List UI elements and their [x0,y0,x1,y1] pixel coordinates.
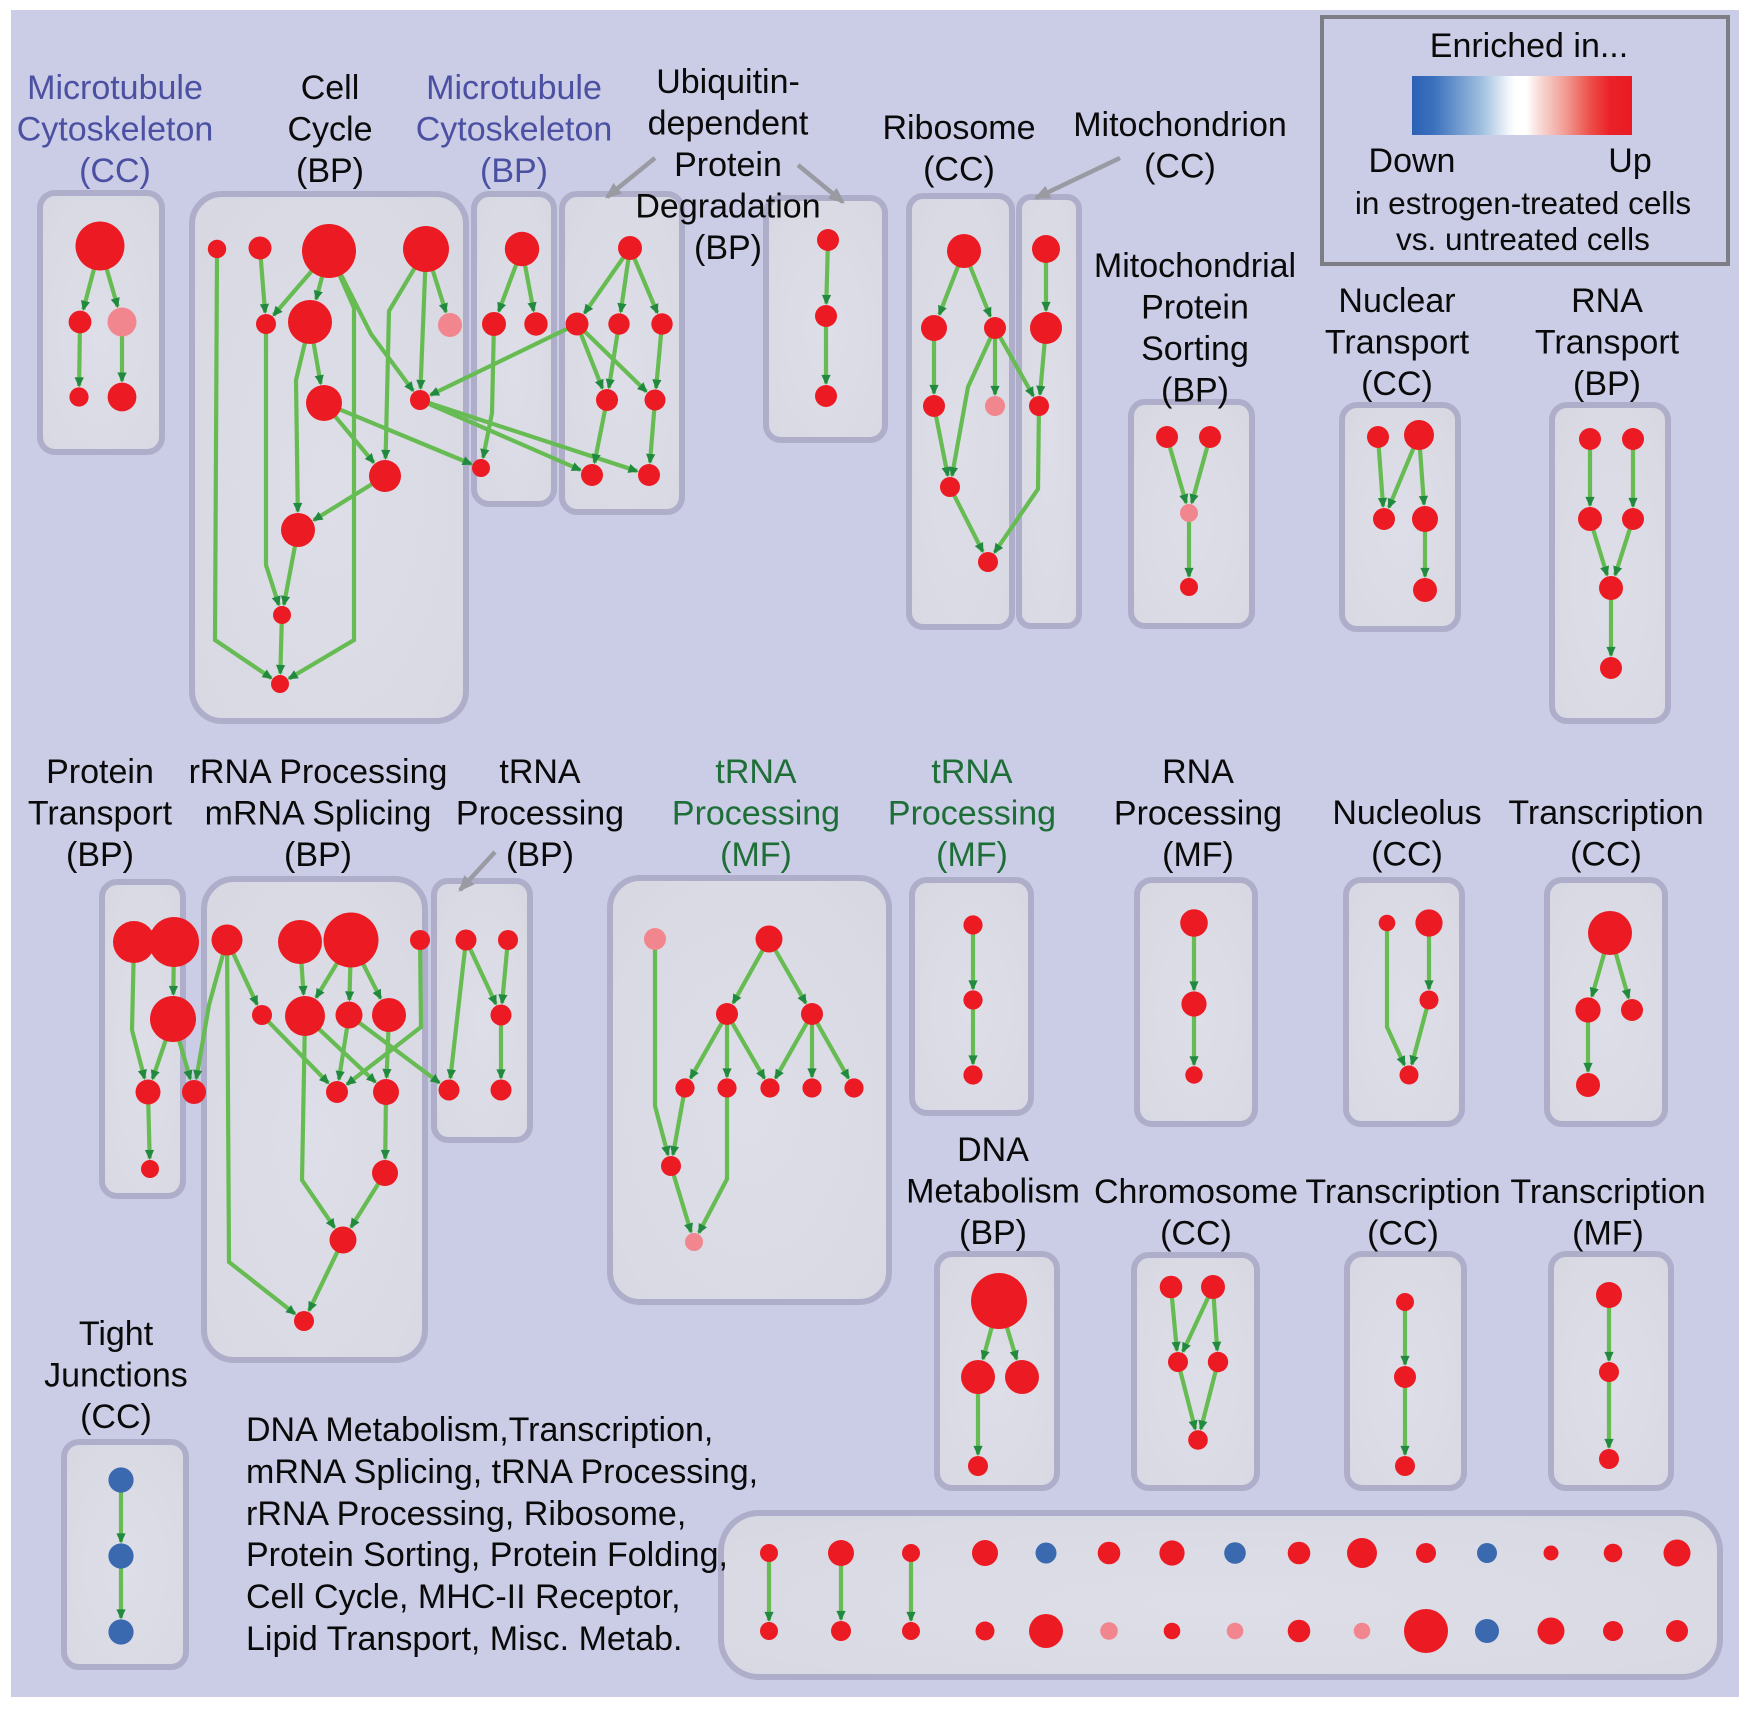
svg-text:Ribosome: Ribosome [882,109,1035,147]
svg-text:Cytoskeleton: Cytoskeleton [416,111,613,149]
svg-text:(BP): (BP) [694,229,762,267]
svg-text:in estrogen-treated cells: in estrogen-treated cells [1355,185,1691,221]
svg-text:DNA: DNA [957,1131,1029,1169]
svg-text:(CC): (CC) [1361,365,1433,403]
svg-text:mRNA Splicing, tRNA Processing: mRNA Splicing, tRNA Processing, [246,1453,758,1491]
svg-text:Transport: Transport [1535,324,1680,362]
svg-text:Cell: Cell [301,69,360,107]
svg-text:Microtubule: Microtubule [426,69,602,107]
svg-text:Ubiquitin-: Ubiquitin- [656,63,800,101]
svg-text:(MF): (MF) [1572,1215,1644,1253]
svg-text:Cell Cycle, MHC-II Receptor,: Cell Cycle, MHC-II Receptor, [246,1578,681,1616]
svg-text:Junctions: Junctions [44,1357,188,1395]
svg-text:Cycle: Cycle [287,111,372,149]
svg-text:(CC): (CC) [1367,1215,1439,1253]
svg-text:RNA: RNA [1571,282,1643,320]
svg-text:rRNA Processing, Ribosome,: rRNA Processing, Ribosome, [246,1495,686,1533]
svg-text:(BP): (BP) [959,1214,1027,1252]
svg-text:(BP): (BP) [284,836,352,874]
svg-text:DNA Metabolism,Transcription,: DNA Metabolism,Transcription, [246,1411,713,1449]
svg-text:mRNA Splicing: mRNA Splicing [205,795,432,833]
svg-text:(MF): (MF) [1162,836,1234,874]
svg-text:Processing: Processing [672,795,840,833]
svg-text:(MF): (MF) [936,836,1008,874]
svg-text:Protein: Protein [674,146,782,184]
svg-text:Mitochondrion: Mitochondrion [1073,106,1287,144]
svg-text:(BP): (BP) [1161,372,1229,410]
svg-text:rRNA Processing: rRNA Processing [189,753,448,791]
svg-text:RNA: RNA [1162,753,1234,791]
svg-text:Transcription: Transcription [1305,1173,1500,1211]
svg-text:tRNA: tRNA [931,753,1013,791]
svg-text:Lipid Transport, Misc. Metab.: Lipid Transport, Misc. Metab. [246,1620,683,1658]
svg-text:(CC): (CC) [79,152,151,190]
svg-text:Microtubule: Microtubule [27,69,203,107]
svg-text:Sorting: Sorting [1141,330,1249,368]
svg-text:Protein: Protein [1141,289,1249,327]
svg-text:(BP): (BP) [506,836,574,874]
svg-text:Down: Down [1369,142,1456,180]
svg-text:Protein: Protein [46,753,154,791]
svg-text:Processing: Processing [888,795,1056,833]
svg-text:tRNA: tRNA [715,753,797,791]
svg-text:Processing: Processing [456,795,624,833]
svg-text:Up: Up [1608,142,1651,180]
svg-text:(BP): (BP) [296,152,364,190]
svg-text:Tight: Tight [79,1315,154,1353]
svg-text:Metabolism: Metabolism [906,1173,1080,1211]
svg-text:Enriched in...: Enriched in... [1430,27,1628,65]
svg-text:tRNA: tRNA [499,753,581,791]
svg-text:(CC): (CC) [80,1398,152,1436]
svg-text:Cytoskeleton: Cytoskeleton [17,111,214,149]
svg-text:Chromosome: Chromosome [1094,1173,1298,1211]
svg-text:vs. untreated cells: vs. untreated cells [1396,221,1650,257]
svg-text:Transcription: Transcription [1510,1173,1705,1211]
svg-text:(BP): (BP) [1573,365,1641,403]
svg-text:Nucleolus: Nucleolus [1332,794,1481,832]
svg-text:(CC): (CC) [923,151,995,189]
svg-text:Transport: Transport [1325,324,1470,362]
svg-text:Transport: Transport [28,795,173,833]
svg-text:(CC): (CC) [1570,836,1642,874]
svg-text:Processing: Processing [1114,795,1282,833]
svg-text:(BP): (BP) [480,152,548,190]
svg-text:(CC): (CC) [1144,148,1216,186]
svg-text:Transcription: Transcription [1508,794,1703,832]
svg-text:(CC): (CC) [1371,836,1443,874]
svg-text:(BP): (BP) [66,836,134,874]
svg-text:Degradation: Degradation [635,188,820,226]
svg-text:dependent: dependent [648,105,809,143]
svg-text:(MF): (MF) [720,836,792,874]
svg-text:Mitochondrial: Mitochondrial [1094,247,1296,285]
svg-text:Protein Sorting, Protein Foldi: Protein Sorting, Protein Folding, [246,1536,728,1574]
svg-text:(CC): (CC) [1160,1215,1232,1253]
svg-text:Nuclear: Nuclear [1338,282,1455,320]
